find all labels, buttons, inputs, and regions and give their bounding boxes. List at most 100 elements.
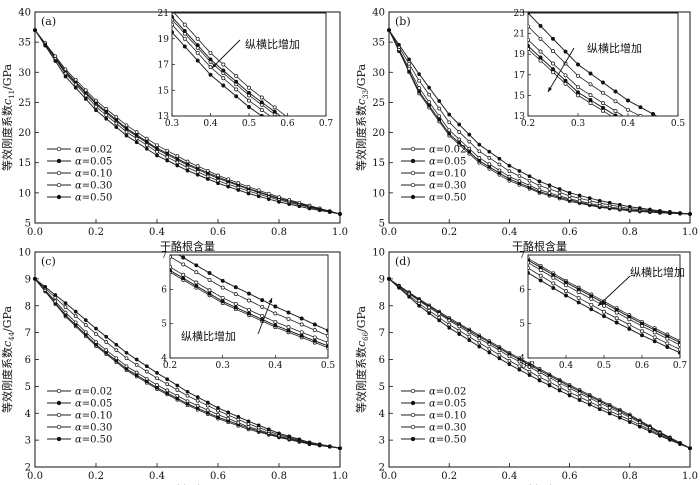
inset-series-3-point [613,109,618,114]
inset-series-1-point [312,138,315,141]
x-tick-label: 1.0 [682,227,698,238]
inset-series-5-point [576,62,580,67]
x-tick-label: 0.8 [622,227,638,238]
series-3-point [216,412,220,417]
series-5-point [668,210,672,214]
inset-series-5-point [234,94,239,99]
inset-series-2 [528,44,679,146]
series-5-point [407,57,411,62]
legend-entry: α=0.05 [401,157,466,168]
chart-panel-2: 0.0 0.2 0.4 0.6 0.8 1.0 5 10 15 20 25 30 35 40 (b) 干酪根含… [354,8,698,254]
x-tick-label: 0.0 [27,227,43,238]
series-2-point [437,117,442,122]
series-3-point [195,403,200,408]
inset-series-2-point [639,127,642,130]
series-4-point [124,356,129,361]
inset-series-2-point [528,44,530,48]
series-5-point [487,350,492,355]
series-3-point [236,420,241,425]
series-5-point [226,184,231,189]
series-3-point [417,86,421,90]
series-4-point [517,174,522,178]
inset-series-5-point [326,328,328,333]
legend-entry: α=0.05 [47,399,112,410]
inset-series-4 [170,255,328,338]
inset-chart: 0.2 0.3 0.4 0.5 4 5 6 7 纵横比增加 [161,251,335,371]
inset-series-5-point [312,322,317,327]
inset-series-1-point [538,58,543,63]
inset-series-2-point [221,68,226,73]
legend-entry: α=0.02 [401,387,466,398]
series-5-point [63,301,68,305]
series-5-point [165,377,170,382]
inset-series-5-point [538,278,543,283]
series-3-point [53,299,58,304]
legend-entry: α=0.02 [47,145,112,156]
inset-series-3-point [326,340,328,345]
series-3-point [467,146,472,151]
inset-series-4-point [195,50,200,55]
series-3-point [205,168,210,173]
panel-label: (d) [395,255,411,268]
inset-series-5-point [207,271,212,275]
annotation-text: 纵横比增加 [587,41,642,55]
legend-marker [56,388,62,394]
inset-series-3-point [588,93,593,98]
inset-series-3 [528,260,680,347]
x-tick-label: 0.4 [501,227,517,238]
series-4-point [205,403,210,408]
series-2-point [124,126,129,131]
inset-series-3-point [272,105,277,110]
legend-marker [410,146,416,152]
series-5-point [437,99,442,103]
series-5-point [175,383,180,388]
x-axis-label: 干酪根含量 [160,483,215,485]
y-tick-label: 30 [372,68,385,79]
inset-series-3-point [182,22,187,27]
series-3-point [617,410,622,415]
inset-x-tick-label: 0.2 [163,361,177,371]
inset-series-2-point [676,143,679,146]
legend-marker [410,182,416,188]
y-tick-label: 8 [379,301,385,312]
inset-series-2-point [247,311,251,316]
inset-series-2-point [181,276,186,281]
series-5-point [537,378,542,383]
inset-x-tick-label: 0.7 [319,119,334,129]
legend-label: α=0.10 [429,169,466,180]
series-5-point [427,311,431,315]
series-4-point [83,93,88,98]
inset-series-3-point [538,49,543,54]
inset-series-5-point [181,255,186,260]
series-4-point [124,130,129,134]
chart-panel-4: 0.0 0.2 0.4 0.6 0.8 1.0 2 3 4 5 6 7 8 9 10 (d) 干酪根含量 等效刚度… [354,248,698,485]
series-4-point [477,340,482,345]
chart-panel-3: 0.0 0.2 0.4 0.6 0.8 1.0 2 3 4 5 6 7 8 9 10 (c) 干酪根含量 等效刚度… [0,248,348,485]
legend-entry: α=0.30 [401,181,466,192]
inset-series-3-point [194,280,199,285]
series-5-point [457,332,462,336]
inset-series-3-point [312,132,315,135]
series-3-point [427,100,431,104]
series-5-point [114,125,119,129]
panel-label: (c) [41,255,56,268]
inset-x-tick-label: 0.3 [165,119,180,129]
inset-series-5-point [247,105,251,109]
legend-label: α=0.30 [75,181,112,192]
inset-series-3-point [678,343,680,347]
inset-series-5-point [563,49,568,54]
series-4-point [567,390,572,395]
inset-series-3-point [551,61,555,66]
series-5-point [266,427,271,432]
inset-series-5 [172,30,264,116]
series-5-point [497,156,502,161]
inset-series-3-point [273,319,278,324]
inset-series-5-point [651,111,655,116]
inset-series-2-point [259,100,264,105]
inset-x-tick-label: 0.5 [597,361,612,371]
inset-series-2-point [588,98,593,102]
legend-entry: α=0.10 [47,411,112,422]
series-3-point [175,154,180,158]
series-4-point [507,169,512,174]
y-tick-label: 8 [25,301,31,312]
